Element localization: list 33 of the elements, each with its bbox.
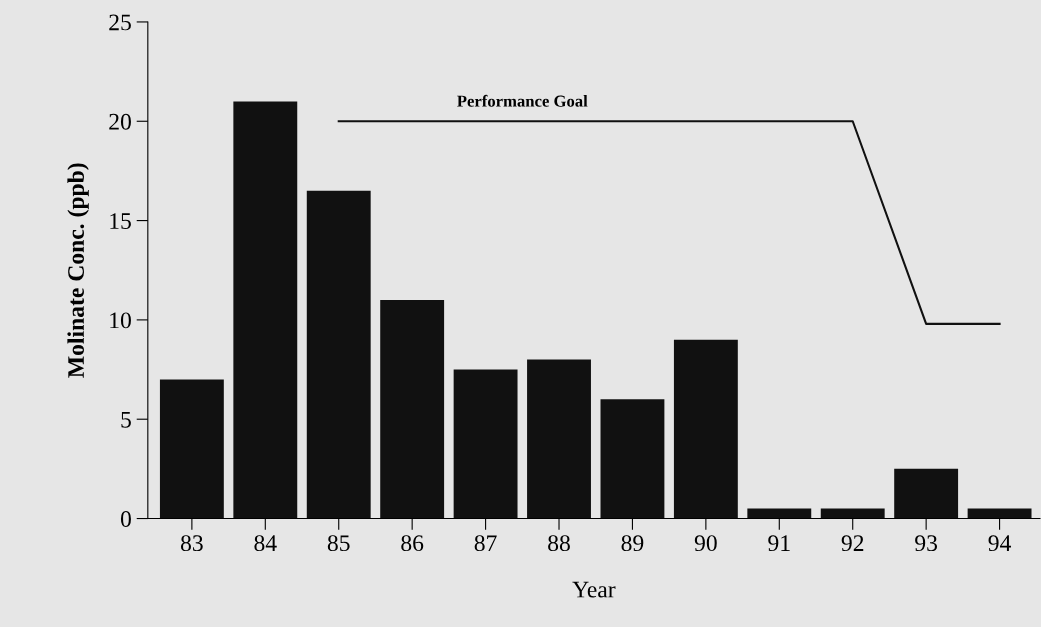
bar xyxy=(380,300,445,519)
x-tick-label: 84 xyxy=(254,535,277,552)
y-tick-label: 15 xyxy=(110,213,131,229)
x-tick-label: 91 xyxy=(768,535,790,552)
y-tick-label: 0 xyxy=(120,511,131,527)
x-tick-label: 89 xyxy=(621,535,644,552)
y-tick-label: 10 xyxy=(110,312,131,329)
x-tick-label: 92 xyxy=(841,535,864,552)
x-tick-label: 86 xyxy=(401,535,424,552)
annotation: Performance Goal xyxy=(457,94,588,107)
bar xyxy=(159,379,224,519)
bar xyxy=(600,399,665,519)
x-tick-label: 90 xyxy=(694,535,717,552)
bar xyxy=(967,508,1032,519)
x-tick-label: 93 xyxy=(915,535,938,552)
x-tick-label: 87 xyxy=(474,535,497,552)
bar xyxy=(233,101,298,519)
bar xyxy=(894,468,959,519)
y-axis-title: Molinate Conc. (ppb) xyxy=(67,163,89,378)
bar xyxy=(527,359,591,519)
x-axis-title: Year xyxy=(572,581,616,598)
x-tick-label: 83 xyxy=(180,535,203,552)
bar xyxy=(673,339,738,519)
x-tick-label: 94 xyxy=(988,535,1012,552)
y-tick-label: 25 xyxy=(109,14,131,31)
bar xyxy=(820,508,885,519)
y-tick-label: 5 xyxy=(121,411,131,428)
bar xyxy=(747,508,812,519)
bar xyxy=(453,369,518,519)
bar xyxy=(306,190,371,519)
y-tick-label: 20 xyxy=(109,113,131,130)
x-tick-label: 85 xyxy=(327,535,350,552)
x-tick-label: 88 xyxy=(548,535,570,552)
